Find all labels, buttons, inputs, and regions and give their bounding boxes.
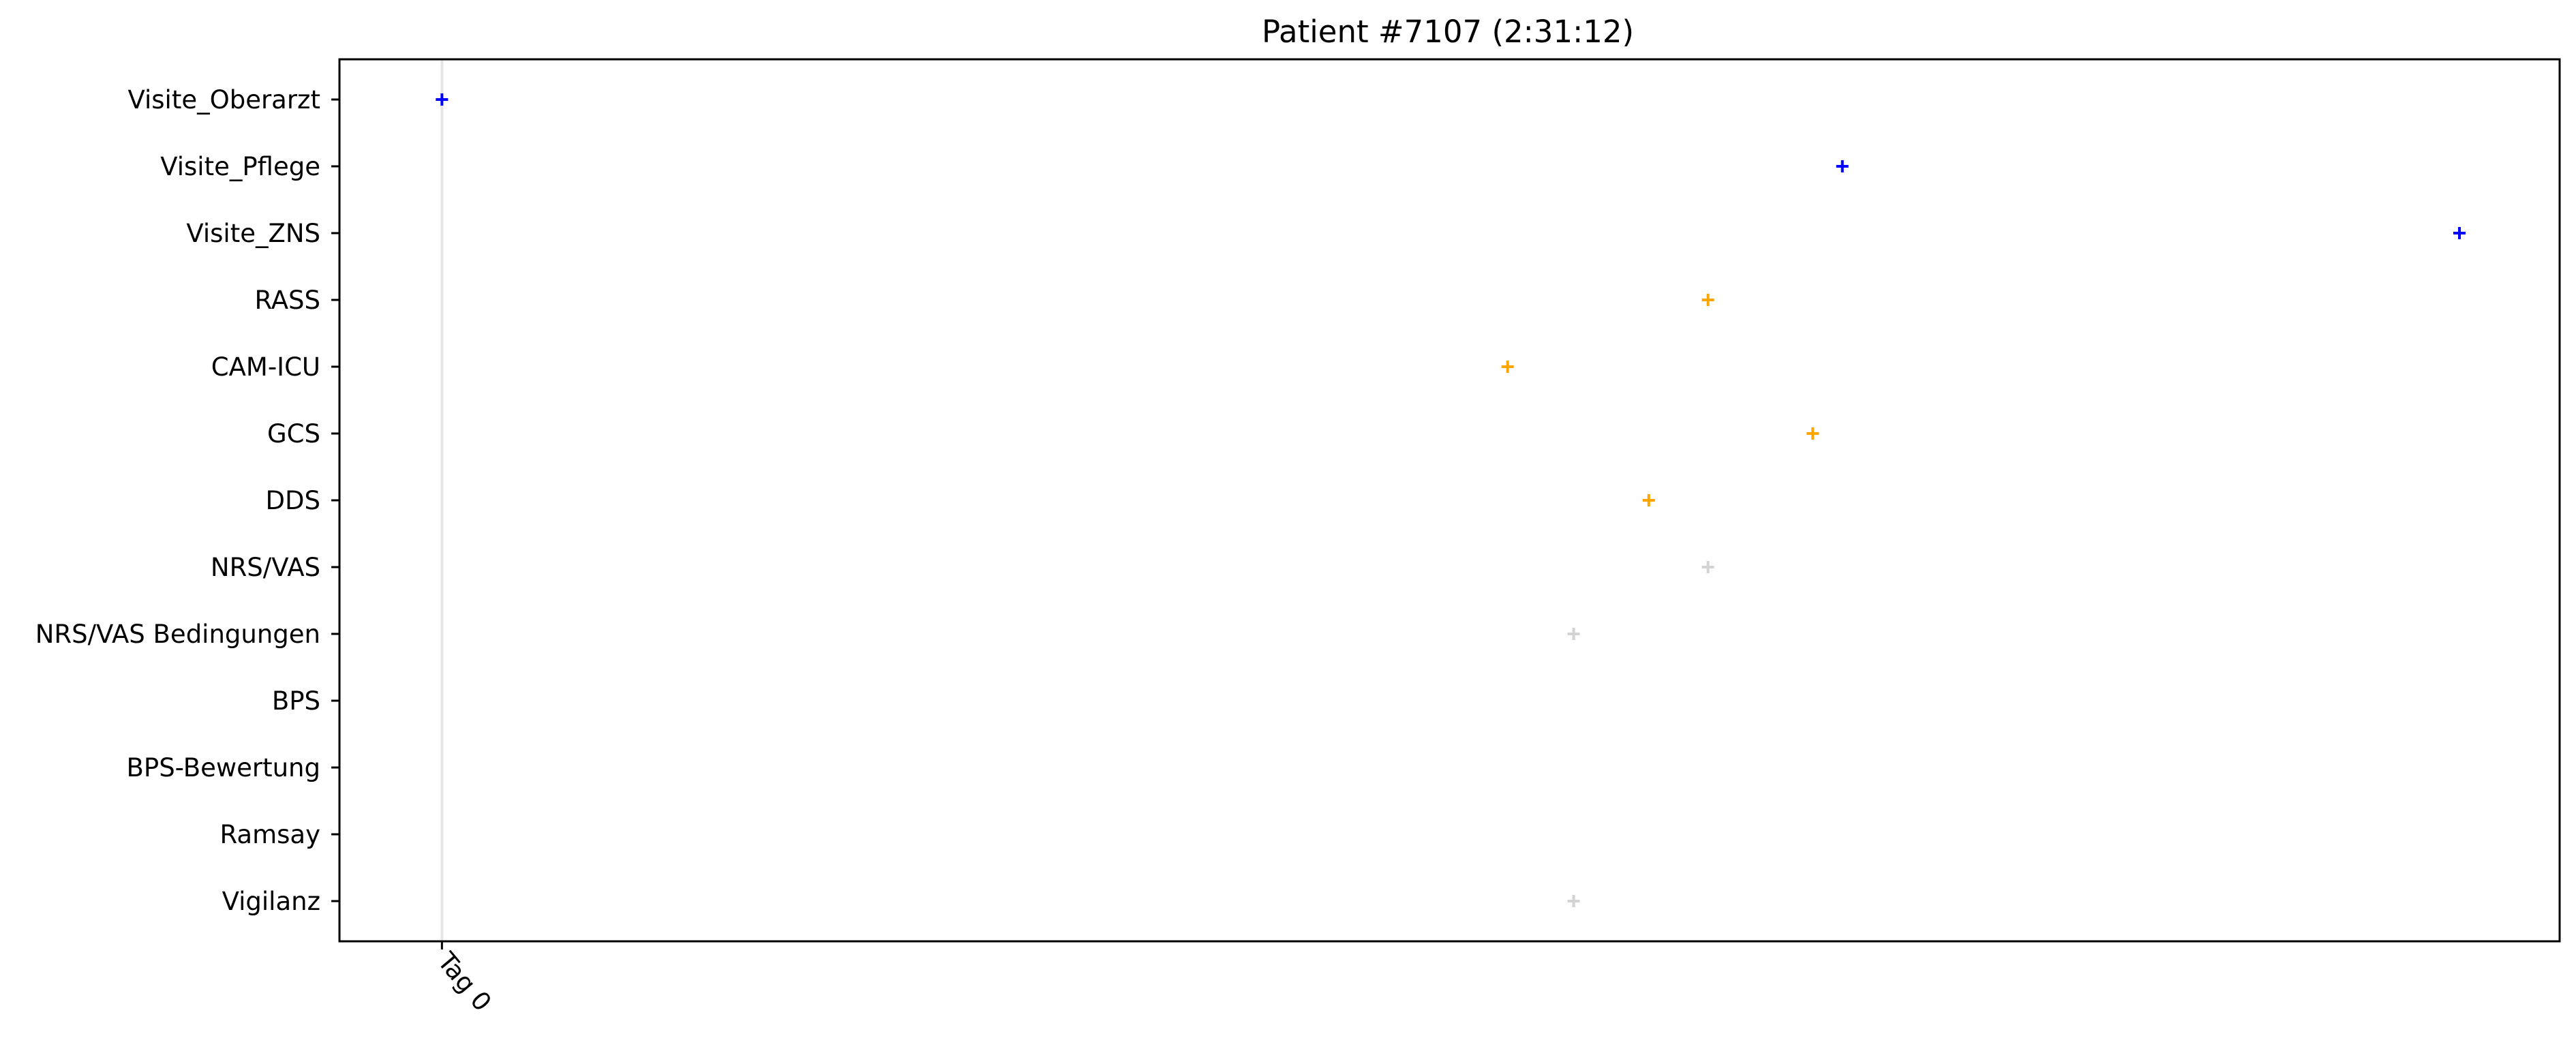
data-point [2453,227,2466,239]
data-point [1642,494,1655,506]
y-tick-label: CAM-ICU [211,352,320,382]
y-tick-label: Visite_Pflege [160,152,320,181]
chart-title: Patient #7107 (2:31:12) [1262,14,1634,50]
y-tick-label: Ramsay [220,820,320,849]
y-tick-label: Visite_Oberarzt [127,85,320,115]
y-tick-label: BPS-Bewertung [127,753,321,782]
y-tick-label: DDS [266,486,320,515]
data-point [436,93,449,106]
y-tick-label: Visite_ZNS [186,219,320,248]
y-tick-label: NRS/VAS Bedingungen [35,620,320,649]
data-point [1567,628,1580,640]
data-point [1567,895,1580,907]
data-point [1701,294,1714,306]
data-point [1806,427,1819,440]
y-tick-label: GCS [267,419,320,449]
data-point [1501,361,1514,373]
y-tick-label: Vigilanz [222,887,320,916]
data-points [436,93,2466,907]
y-tick-label: RASS [255,286,321,315]
y-tick-label: BPS [272,686,320,716]
data-point [1836,160,1849,172]
y-axis: Visite_Oberarzt Visite_Pflege Visite_ZNS RA… [35,85,339,916]
data-point [1701,561,1714,573]
y-tick-label: NRS/VAS [211,553,320,582]
